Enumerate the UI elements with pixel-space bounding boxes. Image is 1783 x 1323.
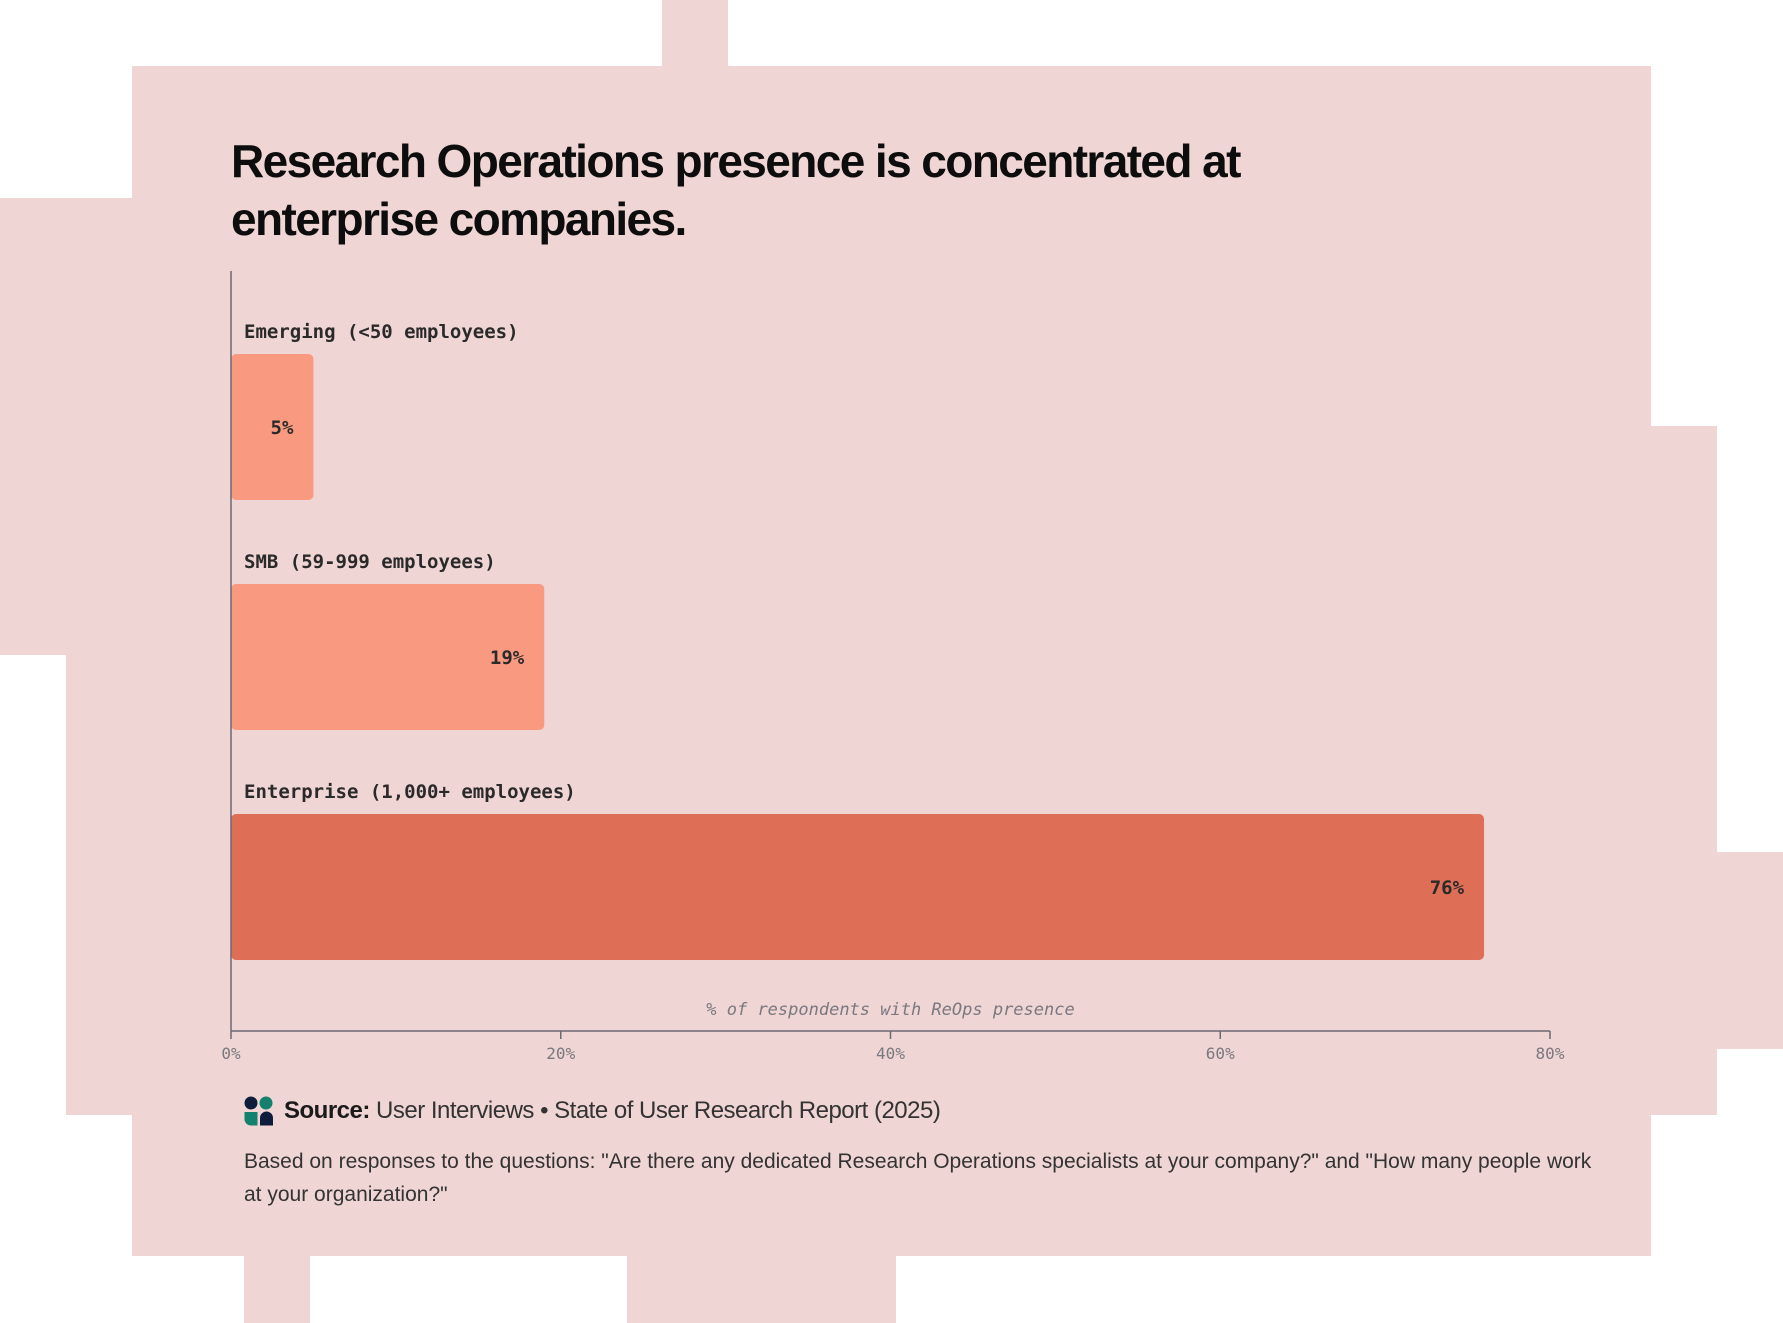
user-interviews-logo-icon xyxy=(244,1096,273,1126)
background-blob xyxy=(0,198,132,655)
value-label: 19% xyxy=(490,647,525,669)
background-blob xyxy=(1651,426,1717,1115)
x-tick-label: 40% xyxy=(876,1044,905,1063)
category-label: Emerging (<50 employees) xyxy=(244,321,519,343)
x-tick-label: 80% xyxy=(1536,1044,1565,1063)
bar xyxy=(231,814,1485,960)
background-blob xyxy=(66,655,132,1115)
bar xyxy=(231,354,314,500)
value-label: 76% xyxy=(1430,877,1465,899)
footnote: Based on responses to the questions: "Ar… xyxy=(244,1150,1592,1206)
x-tick-label: 60% xyxy=(1206,1044,1235,1063)
background-blob xyxy=(662,0,728,66)
background-blob xyxy=(627,1256,896,1323)
x-tick-label: 20% xyxy=(546,1044,575,1063)
bar xyxy=(231,584,545,730)
background-blob xyxy=(244,1256,310,1323)
source-line: Source: User Interviews • State of User … xyxy=(244,1096,941,1126)
source-label: Source: xyxy=(284,1097,370,1124)
x-axis-title: % of respondents with ReOps presence xyxy=(706,1000,1074,1020)
value-label: 5% xyxy=(271,417,294,439)
chart-title: Research Operations presence is concentr… xyxy=(231,135,1241,245)
x-tick-label: 0% xyxy=(221,1044,241,1063)
background-blob xyxy=(1717,852,1783,1049)
source-text: User Interviews • State of User Research… xyxy=(376,1097,941,1124)
category-label: Enterprise (1,000+ employees) xyxy=(244,781,576,803)
category-label: SMB (59-999 employees) xyxy=(244,551,496,573)
